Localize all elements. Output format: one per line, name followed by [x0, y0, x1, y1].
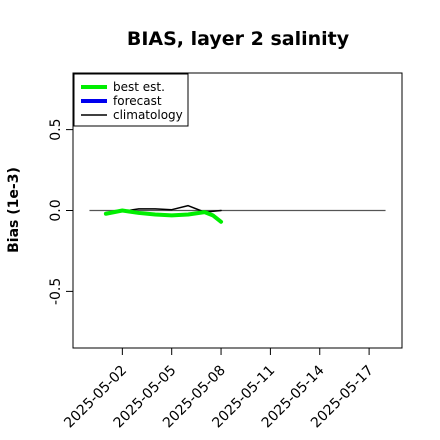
- series-line-best-est: [103, 208, 224, 224]
- x-axis: 2025-05-022025-05-052025-05-082025-05-11…: [61, 347, 377, 431]
- legend: best est. forecast climatology: [73, 73, 189, 127]
- y-tick-label: -0.5: [48, 278, 64, 305]
- y-tick-label: 0.5: [48, 118, 64, 140]
- legend-label-climatology: climatology: [113, 108, 183, 122]
- y-axis: -0.5 0.0 0.5: [48, 118, 74, 305]
- chart-title: BIAS, layer 2 salinity: [127, 28, 350, 50]
- legend-label-forecast: forecast: [113, 94, 162, 108]
- series-group: [103, 204, 224, 224]
- y-tick-label: 0.0: [48, 199, 64, 221]
- legend-label-best-est: best est.: [113, 80, 165, 94]
- y-axis-label: Bias (1e-3): [6, 167, 22, 253]
